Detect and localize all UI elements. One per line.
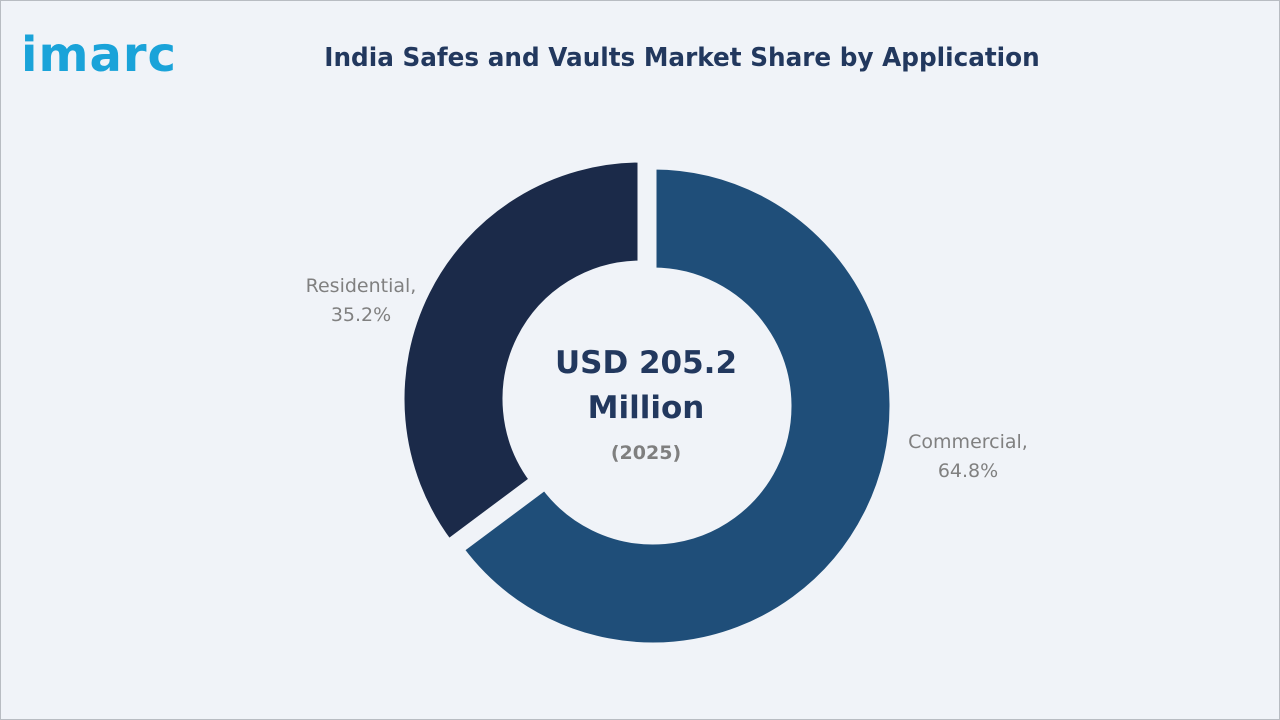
logo-text: imarc — [21, 27, 177, 83]
imarc-logo: imarc — [21, 31, 203, 81]
residential-label-value: 35.2% — [331, 304, 391, 326]
center-value-line2: Million — [588, 390, 705, 426]
center-year: (2025) — [611, 442, 681, 464]
commercial-label-name: Commercial, — [908, 431, 1028, 453]
residential-label-name: Residential, — [306, 275, 417, 297]
chart-title: India Safes and Vaults Market Share by A… — [324, 43, 1040, 73]
center-value-line1: USD 205.2 — [555, 345, 737, 381]
commercial-label-value: 64.8% — [938, 460, 998, 482]
donut-slice-residential — [397, 155, 645, 548]
donut-slices — [397, 155, 897, 650]
donut-slice-commercial — [455, 162, 897, 650]
